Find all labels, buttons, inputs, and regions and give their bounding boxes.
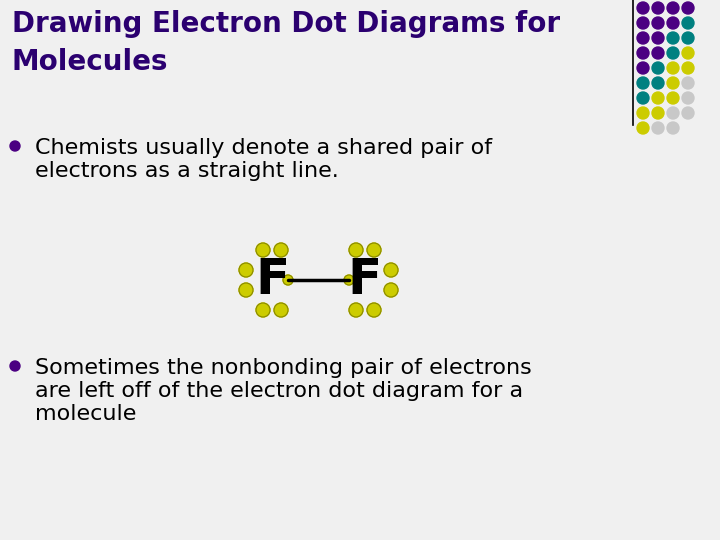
Circle shape bbox=[667, 77, 679, 89]
Circle shape bbox=[637, 92, 649, 104]
Circle shape bbox=[239, 263, 253, 277]
Circle shape bbox=[274, 303, 288, 317]
Circle shape bbox=[637, 47, 649, 59]
Circle shape bbox=[652, 107, 664, 119]
Circle shape bbox=[652, 32, 664, 44]
Circle shape bbox=[667, 62, 679, 74]
Circle shape bbox=[652, 92, 664, 104]
Circle shape bbox=[682, 107, 694, 119]
Circle shape bbox=[637, 122, 649, 134]
Circle shape bbox=[344, 275, 354, 285]
Circle shape bbox=[349, 243, 363, 257]
Circle shape bbox=[667, 107, 679, 119]
Text: Chemists usually denote a shared pair of
electrons as a straight line.: Chemists usually denote a shared pair of… bbox=[35, 138, 492, 181]
Circle shape bbox=[667, 92, 679, 104]
Circle shape bbox=[10, 141, 20, 151]
Circle shape bbox=[637, 2, 649, 14]
Circle shape bbox=[274, 243, 288, 257]
Text: F: F bbox=[255, 256, 289, 304]
Circle shape bbox=[682, 32, 694, 44]
Circle shape bbox=[384, 263, 398, 277]
Circle shape bbox=[667, 32, 679, 44]
Circle shape bbox=[652, 17, 664, 29]
Circle shape bbox=[256, 303, 270, 317]
Circle shape bbox=[637, 17, 649, 29]
Text: Drawing Electron Dot Diagrams for: Drawing Electron Dot Diagrams for bbox=[12, 10, 560, 38]
Circle shape bbox=[682, 92, 694, 104]
Text: Sometimes the nonbonding pair of electrons
are left off of the electron dot diag: Sometimes the nonbonding pair of electro… bbox=[35, 358, 532, 424]
Circle shape bbox=[652, 62, 664, 74]
Circle shape bbox=[349, 303, 363, 317]
Circle shape bbox=[367, 303, 381, 317]
Circle shape bbox=[652, 2, 664, 14]
Circle shape bbox=[637, 77, 649, 89]
Circle shape bbox=[682, 77, 694, 89]
Circle shape bbox=[667, 17, 679, 29]
Circle shape bbox=[283, 275, 293, 285]
Circle shape bbox=[667, 47, 679, 59]
Circle shape bbox=[239, 283, 253, 297]
Circle shape bbox=[652, 47, 664, 59]
Circle shape bbox=[637, 62, 649, 74]
Circle shape bbox=[682, 2, 694, 14]
Circle shape bbox=[637, 32, 649, 44]
Circle shape bbox=[682, 47, 694, 59]
Circle shape bbox=[682, 62, 694, 74]
Circle shape bbox=[256, 243, 270, 257]
Circle shape bbox=[384, 283, 398, 297]
Circle shape bbox=[667, 2, 679, 14]
Text: Molecules: Molecules bbox=[12, 48, 168, 76]
Circle shape bbox=[637, 107, 649, 119]
Circle shape bbox=[682, 17, 694, 29]
Circle shape bbox=[367, 243, 381, 257]
Text: F: F bbox=[348, 256, 382, 304]
Circle shape bbox=[667, 122, 679, 134]
Circle shape bbox=[10, 361, 20, 371]
Circle shape bbox=[652, 77, 664, 89]
Circle shape bbox=[652, 122, 664, 134]
